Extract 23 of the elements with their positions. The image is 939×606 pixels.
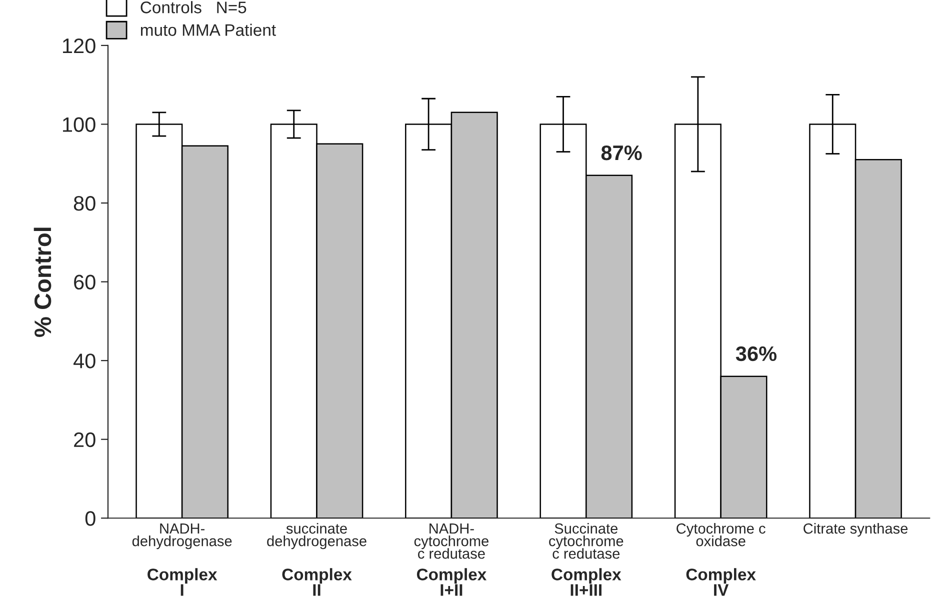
y-tick-label: 0 <box>85 511 96 526</box>
x-tick-label: Cytochrome c oxidase <box>676 522 766 546</box>
legend-label: Controls N=5 <box>140 1 246 14</box>
y-tick-label: 120 <box>63 38 96 54</box>
text: Complex IV <box>686 568 756 596</box>
y-tick-label: 40 <box>73 354 96 368</box>
text: Complex I+II <box>416 568 487 596</box>
x-tick-label: Citrate synthase <box>804 522 908 537</box>
x-tick-label: NADH- cytochrome c redutase <box>414 524 488 559</box>
x-tick-label: succinate dehydrogenase <box>267 522 366 550</box>
text: Complex II+III <box>552 568 622 596</box>
legend-label: muto MMA Patient <box>140 24 276 36</box>
text: Complex I <box>148 568 218 596</box>
y-tick-label: 80 <box>74 196 96 211</box>
y-tick-label: 20 <box>74 432 96 448</box>
x-tick-label: Succinate cytochrome c redutase <box>549 522 624 559</box>
x-tick-label: NADH- dehydrogenase <box>132 524 232 550</box>
y-tick-label: 100 <box>63 117 96 132</box>
y-axis-title: % Control <box>34 228 52 337</box>
data-label: 87% <box>601 145 642 160</box>
text: Complex II <box>282 568 352 596</box>
data-label: 36% <box>736 346 777 362</box>
y-tick-label: 60 <box>74 274 96 290</box>
